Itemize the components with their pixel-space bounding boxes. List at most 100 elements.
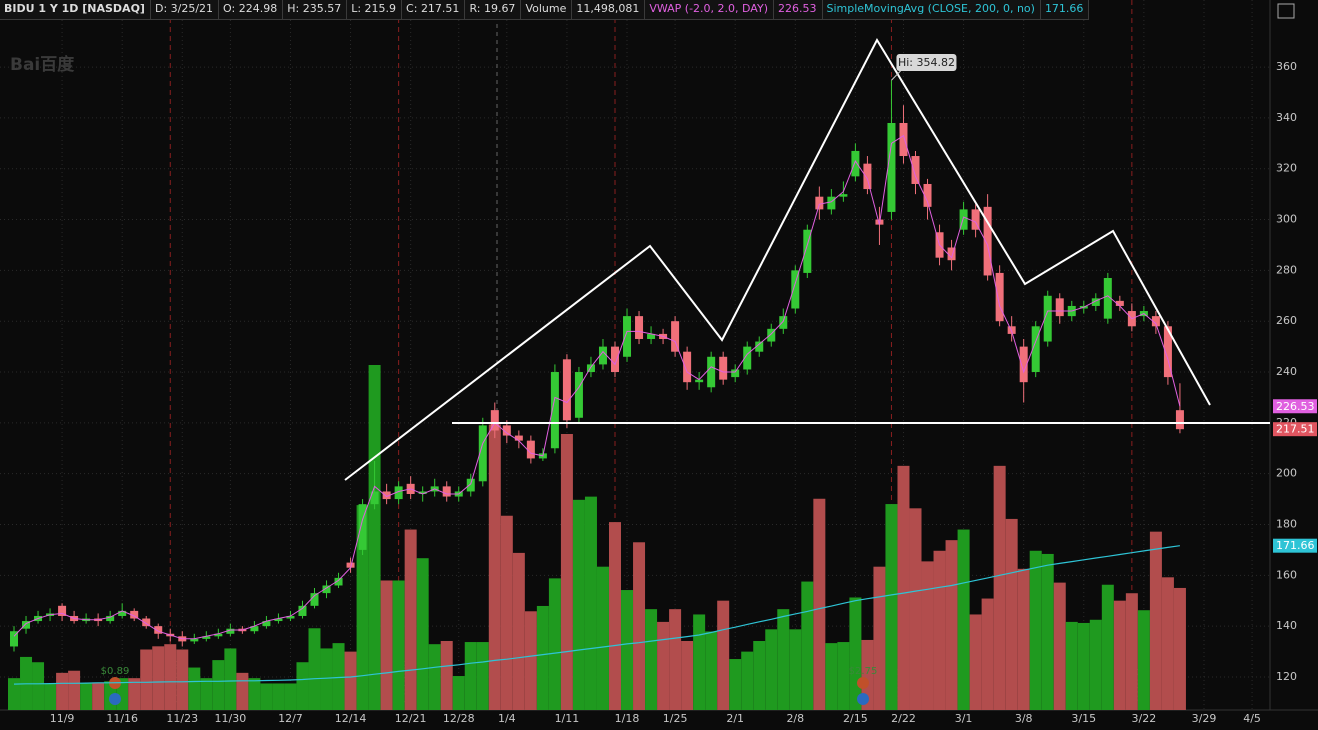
candle-body [370,491,379,505]
earnings-label: $0.89 [101,666,130,677]
candle-body [899,122,908,157]
candle-body [214,633,223,637]
candle-body [490,410,499,431]
volume-bar [885,504,898,710]
x-tick-label: 1/25 [663,712,688,725]
candle-body [911,156,920,184]
candle-body [154,626,163,634]
candle-body [791,270,800,309]
volume-bar [572,499,585,710]
indicator-line [13,545,1180,685]
x-tick-label: 4/5 [1243,712,1261,725]
candle-body [586,364,595,373]
indicator-line [13,134,1181,640]
volume-bar [584,496,597,710]
volume-bar [753,641,766,710]
volume-bar [380,580,393,710]
volume-bar [56,672,69,710]
y-tick-label: 340 [1276,111,1297,124]
candle-body [647,333,656,339]
candle-body [1163,326,1172,378]
date-readout: D: 3/25/21 [150,0,220,20]
candle-body [418,491,427,495]
candle-body [250,626,259,632]
candle-body [466,478,475,492]
volume-bar [873,566,886,710]
volume-bar [825,643,838,710]
vwap-tag: 226.53 [1276,400,1315,413]
volume-bar [44,683,57,710]
high-pointer [891,69,902,81]
volume-bar [524,611,537,710]
label: C: [406,2,418,15]
volume-bar [813,498,826,710]
candle-body [442,486,451,497]
volume-bar [272,683,285,710]
header-bar: BIDU 1 Y 1D [NASDAQ] D: 3/25/21 O: 224.9… [0,0,1090,20]
candle-body [839,194,848,197]
x-tick-label: 11/23 [166,712,198,725]
candle-body [995,272,1004,322]
volume-bar [669,609,682,710]
volume-bar [596,566,609,710]
label: O: [223,2,236,15]
sma-name: SimpleMovingAvg (CLOSE, 200, 0, no) [822,0,1041,20]
volume-bar [1053,582,1066,710]
volume-bar [452,676,465,710]
y-tick-label: 320 [1276,162,1297,175]
volume-bar [1173,587,1186,710]
volume-bar [140,649,153,710]
candle-body [334,577,343,586]
x-tick-label: 3/1 [955,712,973,725]
window-icon[interactable] [1277,3,1295,19]
candle-body [382,491,391,500]
candle-body [743,346,752,370]
candle-body [598,346,607,365]
y-tick-label: 360 [1276,60,1297,73]
volume-bar [933,550,946,710]
candle-body [574,372,583,418]
earnings-label: $2.75 [849,666,878,677]
candle-body [1151,316,1160,327]
volume-bar [789,629,802,710]
candle-body [142,618,151,627]
volume-bar [705,631,718,710]
candle-body [695,379,704,383]
volume-bar [440,641,453,710]
candle-body [478,425,487,482]
value: 224.98 [238,2,278,15]
value: 215.9 [364,2,397,15]
volume-bar [1041,553,1054,710]
volume-bar [1113,600,1126,710]
x-tick-label: 1/18 [615,712,640,725]
volume-bar [957,529,970,710]
x-tick-label: 11/30 [215,712,247,725]
candle-body [502,425,511,436]
volume-bar [260,683,273,710]
volume-bar [837,642,850,710]
volume-bar [693,614,706,710]
volume-bar [717,600,730,710]
volume-bar [344,651,357,710]
symbol-title: BIDU 1 Y 1D [NASDAQ] [0,0,151,20]
volume-bar [1149,531,1162,710]
candle-body [130,610,139,619]
vwap-tag-box [1273,399,1317,414]
y-tick-label: 240 [1276,365,1297,378]
candle-body [1175,410,1184,430]
dividend-icon [109,693,121,705]
candle-body [1031,326,1040,373]
high-label-box [896,54,957,71]
volume-bar [909,508,922,710]
candle-body [1043,295,1052,342]
volume-readout: 11,498,081 [572,0,646,20]
candle-body [202,636,211,639]
candle-body [310,593,319,606]
candle-body [611,346,619,373]
candle-body [274,618,283,622]
y-tick-label: 280 [1276,263,1297,276]
volume-bar [1029,550,1042,710]
vwap-name: VWAP (-2.0, 2.0, DAY) [645,0,774,20]
volume-bar [428,644,441,710]
